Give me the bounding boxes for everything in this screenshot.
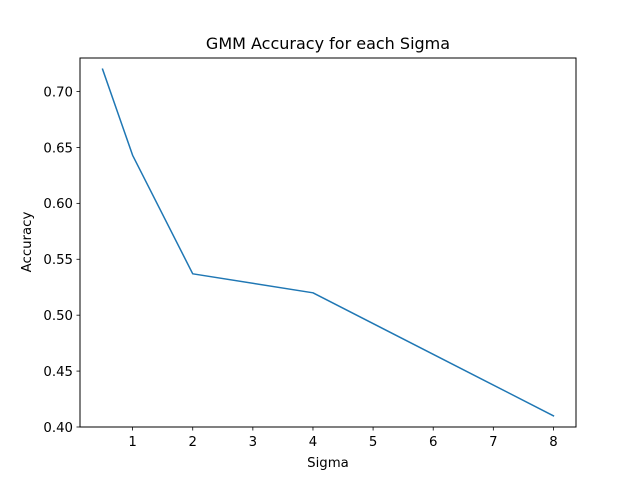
x-tick-label: 3	[249, 435, 257, 450]
plot-area	[101, 68, 555, 417]
x-axis-title: Sigma	[307, 456, 349, 471]
y-tick-label: 0.70	[43, 85, 73, 100]
series-line-0	[101, 68, 555, 417]
x-tick-label: 4	[309, 435, 317, 450]
y-tick-label: 0.60	[43, 197, 73, 212]
x-tick-label: 7	[489, 435, 497, 450]
y-tick-label: 0.50	[43, 309, 73, 324]
plot-frame	[79, 57, 577, 428]
y-axis-title: Accuracy	[20, 212, 35, 273]
y-tick-label: 0.45	[43, 365, 73, 380]
x-axis: 1 2 3 4 5 6 7 8	[128, 427, 558, 450]
x-tick-label: 6	[429, 435, 437, 450]
x-tick-label: 5	[369, 435, 377, 450]
y-tick-label: 0.55	[43, 253, 73, 268]
y-axis: 0.40 0.45 0.50 0.55 0.60 0.65 0.70	[43, 85, 80, 436]
y-tick-label: 0.65	[43, 141, 73, 156]
y-tick-label: 0.40	[43, 421, 73, 436]
x-tick-label: 2	[188, 435, 196, 450]
x-tick-label: 1	[128, 435, 136, 450]
x-tick-label: 8	[549, 435, 557, 450]
chart-title: GMM Accuracy for each Sigma	[206, 34, 450, 53]
